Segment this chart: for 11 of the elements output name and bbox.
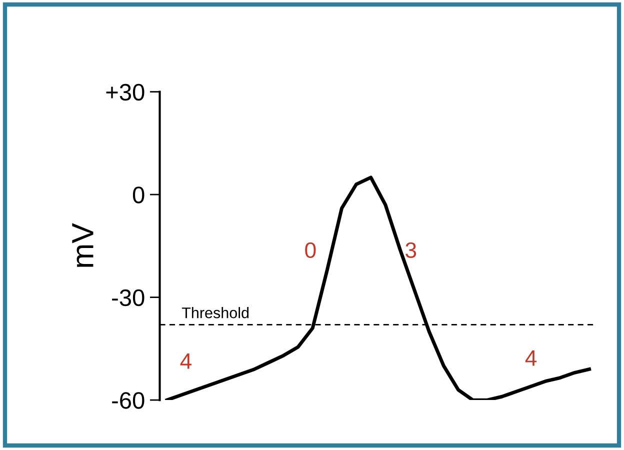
y-tick-label: +30 [106,84,144,101]
annotation: 0 [305,242,316,258]
annotation: 3 [406,242,416,258]
ref-line-label: Threshold [182,307,249,318]
y-tick-label: -60 [112,392,144,409]
y-tick-label: -30 [112,289,144,306]
annotation: 4 [180,354,192,369]
annotation: 4 [525,350,537,366]
y-tick-label: 0 [132,186,144,204]
line-series [165,176,591,400]
y-axis-title: mV [72,223,94,267]
